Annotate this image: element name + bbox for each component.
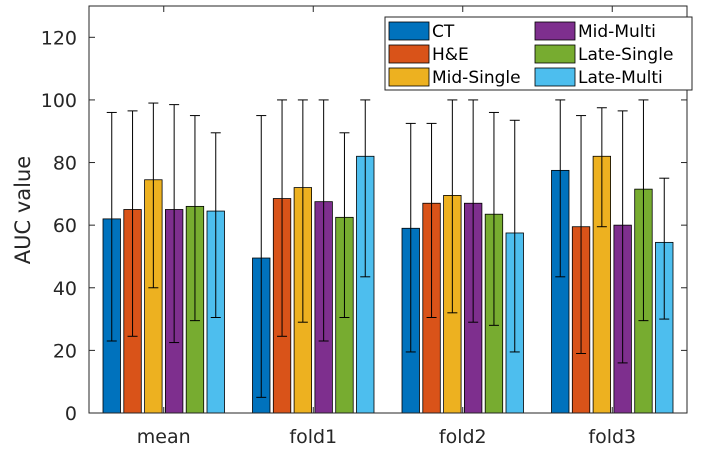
error-bar xyxy=(638,99,649,322)
y-tick-label: 100 xyxy=(41,90,77,112)
error-bar xyxy=(318,99,329,342)
error-bar xyxy=(468,99,479,323)
y-tick-label: 80 xyxy=(53,153,77,175)
legend-swatch xyxy=(388,67,430,87)
error-bar xyxy=(405,122,416,353)
legend-label: Mid-Single xyxy=(432,68,521,88)
legend-swatch xyxy=(534,67,576,87)
error-bar xyxy=(339,132,350,319)
error-bar xyxy=(659,177,670,320)
plot-frame xyxy=(88,5,688,414)
x-tick-label: fold2 xyxy=(439,426,487,448)
y-tick-label: 20 xyxy=(53,340,77,362)
error-bar xyxy=(447,99,458,314)
error-bar xyxy=(148,102,159,289)
y-tick-label: 60 xyxy=(53,215,77,237)
legend-swatch xyxy=(388,44,430,64)
x-tick-label: mean xyxy=(137,426,191,448)
legend-swatch xyxy=(534,21,576,41)
error-bar xyxy=(277,99,288,337)
legend-label: H&E xyxy=(432,45,469,65)
legend-label: Late-Single xyxy=(578,45,673,65)
legend-label: CT xyxy=(432,22,455,42)
legend-label: Late-Multi xyxy=(578,68,663,88)
error-bar xyxy=(426,122,437,319)
error-bar xyxy=(169,104,180,344)
legend-label: Mid-Multi xyxy=(578,22,656,42)
error-bar xyxy=(210,132,221,319)
x-tick-label: fold1 xyxy=(289,426,337,448)
y-tick-label: 120 xyxy=(41,27,77,49)
legend-swatch xyxy=(388,21,430,41)
error-bar xyxy=(596,107,607,228)
error-bar xyxy=(360,99,371,278)
error-bar xyxy=(509,119,520,353)
error-bar xyxy=(189,115,200,322)
x-axis: mean fold1 fold2 fold3 xyxy=(137,6,636,448)
y-tick-label: 0 xyxy=(65,403,77,425)
error-bar xyxy=(555,99,566,278)
error-bar xyxy=(297,99,308,323)
error-bar xyxy=(488,111,499,326)
legend: CT H&E Mid-Single Mid-Multi Late-Single Late-… xyxy=(384,16,693,91)
x-tick-label: fold3 xyxy=(588,426,636,448)
error-bar xyxy=(256,115,267,398)
y-tick-label: 40 xyxy=(53,278,77,300)
error-bar xyxy=(617,110,628,364)
y-axis-title: AUC value xyxy=(11,156,35,264)
error-bar xyxy=(106,111,117,342)
error-bar xyxy=(127,110,138,337)
error-bars-layer xyxy=(106,99,670,398)
y-axis: 0 20 40 60 80 100 120 xyxy=(41,27,687,425)
legend-swatch xyxy=(534,44,576,64)
error-bar xyxy=(576,115,587,355)
